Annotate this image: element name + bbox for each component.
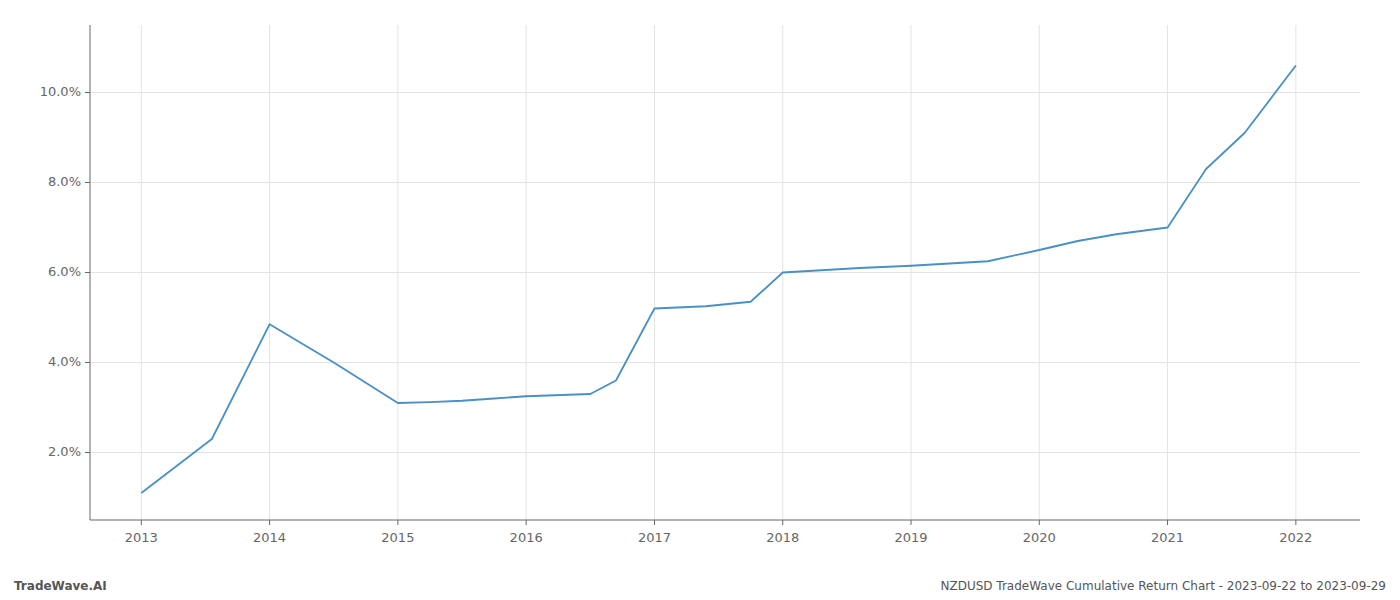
footer-left: TradeWave.AI xyxy=(14,579,107,593)
y-grid-line xyxy=(90,272,1360,273)
x-tick xyxy=(526,520,527,525)
x-grid-line xyxy=(911,25,912,520)
y-tick-label: 4.0% xyxy=(48,354,81,369)
x-tick xyxy=(654,520,655,525)
chart: 2.0% 4.0% 6.0% 8.0% 10.0% 2013 2014 2015 2016 201… xyxy=(0,0,1400,600)
x-grid-line xyxy=(526,25,527,520)
y-tick-label: 8.0% xyxy=(48,174,81,189)
x-tick-label: 2015 xyxy=(381,530,414,545)
x-tick-label: 2014 xyxy=(253,530,286,545)
y-tick-label: 10.0% xyxy=(40,84,81,99)
x-grid-line xyxy=(141,25,142,520)
y-tick xyxy=(85,272,90,273)
x-grid-line xyxy=(269,25,270,520)
y-tick-label: 6.0% xyxy=(48,264,81,279)
x-tick xyxy=(782,520,783,525)
x-tick xyxy=(911,520,912,525)
x-tick xyxy=(397,520,398,525)
y-tick-label: 2.0% xyxy=(48,444,81,459)
x-tick xyxy=(1039,520,1040,525)
x-tick-label: 2016 xyxy=(510,530,543,545)
plot-area xyxy=(141,66,1296,494)
x-grid-line xyxy=(1039,25,1040,520)
x-tick-label: 2017 xyxy=(638,530,671,545)
x-tick xyxy=(269,520,270,525)
y-grid-line xyxy=(90,452,1360,453)
y-grid-line xyxy=(90,362,1360,363)
data-line xyxy=(141,66,1296,494)
y-tick xyxy=(85,362,90,363)
x-tick-label: 2019 xyxy=(894,530,927,545)
x-tick xyxy=(1295,520,1296,525)
x-tick-label: 2018 xyxy=(766,530,799,545)
x-tick-label: 2022 xyxy=(1279,530,1312,545)
x-grid-line xyxy=(1167,25,1168,520)
axes: 2.0% 4.0% 6.0% 8.0% 10.0% 2013 2014 2015 2016 201… xyxy=(40,25,1360,545)
y-tick xyxy=(85,182,90,183)
x-grid-line xyxy=(654,25,655,520)
footer-right: NZDUSD TradeWave Cumulative Return Chart… xyxy=(940,579,1386,593)
x-grid-line xyxy=(1295,25,1296,520)
x-tick-label: 2013 xyxy=(125,530,158,545)
y-tick xyxy=(85,452,90,453)
x-axis-line xyxy=(90,520,1360,521)
y-tick xyxy=(85,92,90,93)
grid xyxy=(90,25,1360,520)
y-axis-line xyxy=(90,25,91,520)
x-tick xyxy=(1167,520,1168,525)
y-grid-line xyxy=(90,182,1360,183)
x-tick-label: 2021 xyxy=(1151,530,1184,545)
y-grid-line xyxy=(90,92,1360,93)
x-tick-label: 2020 xyxy=(1023,530,1056,545)
x-tick xyxy=(141,520,142,525)
x-grid-line xyxy=(397,25,398,520)
